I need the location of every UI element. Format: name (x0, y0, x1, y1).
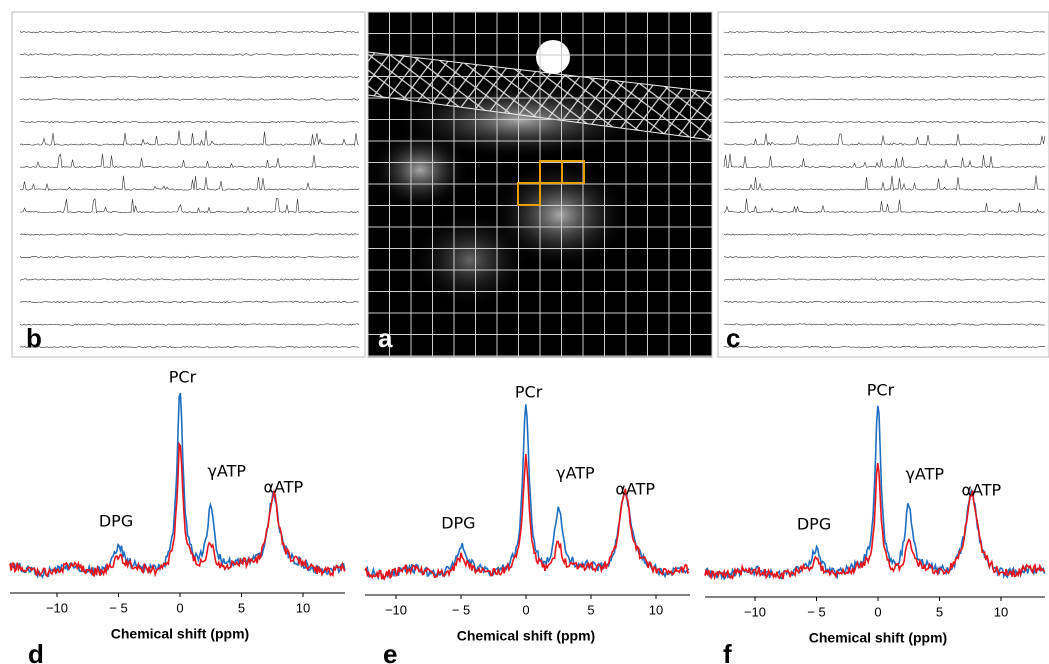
tick-label: − 5 (807, 604, 825, 619)
panel-b-frame (11, 11, 366, 358)
spectrum-trace (20, 153, 360, 169)
spectrum-trace (19, 30, 360, 34)
spectrum-trace (723, 175, 1046, 191)
spectrum-trace (723, 255, 1046, 259)
tick-label: 10 (296, 600, 310, 615)
panel-letter: c (726, 323, 740, 353)
spectrum-trace (723, 323, 1045, 326)
tick-label: −10 (744, 604, 766, 619)
tick-label: 0 (874, 604, 881, 619)
x-axis-label: Chemical shift (ppm) (809, 630, 947, 646)
tick-label: 0 (176, 600, 183, 615)
spectrum-trace (19, 130, 360, 146)
peak-label: PCr (515, 383, 543, 402)
spectrum-trace (19, 255, 360, 259)
peak-label: αATP (615, 480, 655, 499)
tick-label: − 5 (109, 600, 127, 615)
spectrum-trace (723, 30, 1046, 34)
peak-label: αATP (263, 478, 303, 497)
spectrum-trace (19, 175, 360, 191)
tick-label: 5 (238, 600, 245, 615)
spectrum-trace (723, 98, 1046, 101)
panel-letter: a (378, 323, 393, 353)
spectrum-line (9, 392, 346, 580)
spectrum-trace (19, 278, 360, 281)
tick-label: 5 (587, 602, 594, 617)
spectrum-trace (19, 300, 360, 304)
x-axis-label: Chemical shift (ppm) (457, 628, 595, 644)
spectrum-trace (723, 233, 1046, 236)
spectrum-trace (19, 345, 360, 349)
spectrum-trace (723, 53, 1046, 56)
panel-letter: b (26, 323, 42, 353)
panel-letter: f (723, 639, 732, 664)
spectrum-trace (19, 53, 360, 56)
spectrum-trace (19, 323, 360, 326)
x-axis-label: Chemical shift (ppm) (111, 626, 249, 642)
tick-label: −10 (385, 602, 407, 617)
spectrum-trace (723, 153, 1046, 169)
peak-label: PCr (867, 381, 895, 400)
panel-letter: d (28, 639, 44, 664)
tick-label: −10 (46, 600, 68, 615)
spectrum-trace (723, 133, 1046, 146)
peak-label: γATP (905, 465, 944, 484)
peak-label: αATP (961, 481, 1001, 500)
spectrum-trace (19, 120, 360, 124)
tick-label: − 5 (452, 602, 470, 617)
peak-label: PCr (169, 368, 197, 387)
spectrum-line (364, 454, 690, 581)
peak-label: DPG (99, 512, 133, 531)
peak-label: DPG (797, 515, 831, 534)
peak-label: DPG (441, 514, 475, 533)
spectrum-trace (19, 233, 360, 236)
spectrum-line (704, 463, 1046, 581)
spectrum-trace (724, 120, 1046, 124)
spectrum-trace (723, 75, 1046, 79)
spectrum-trace (20, 98, 360, 101)
spectrum-trace (19, 197, 360, 214)
tick-label: 10 (649, 602, 663, 617)
spectrum-trace (723, 278, 1046, 281)
panel-letter: e (383, 639, 397, 664)
tick-label: 0 (522, 602, 529, 617)
peak-label: γATP (556, 464, 595, 483)
tick-label: 5 (936, 604, 943, 619)
peak-label: γATP (207, 462, 246, 481)
spectrum-line (9, 441, 346, 578)
spectrum-trace (723, 345, 1046, 349)
tick-label: 10 (994, 604, 1008, 619)
mri-image (367, 11, 713, 358)
spectrum-trace (19, 75, 360, 79)
spectrum-trace (723, 300, 1046, 304)
spectrum-trace (723, 198, 1046, 214)
